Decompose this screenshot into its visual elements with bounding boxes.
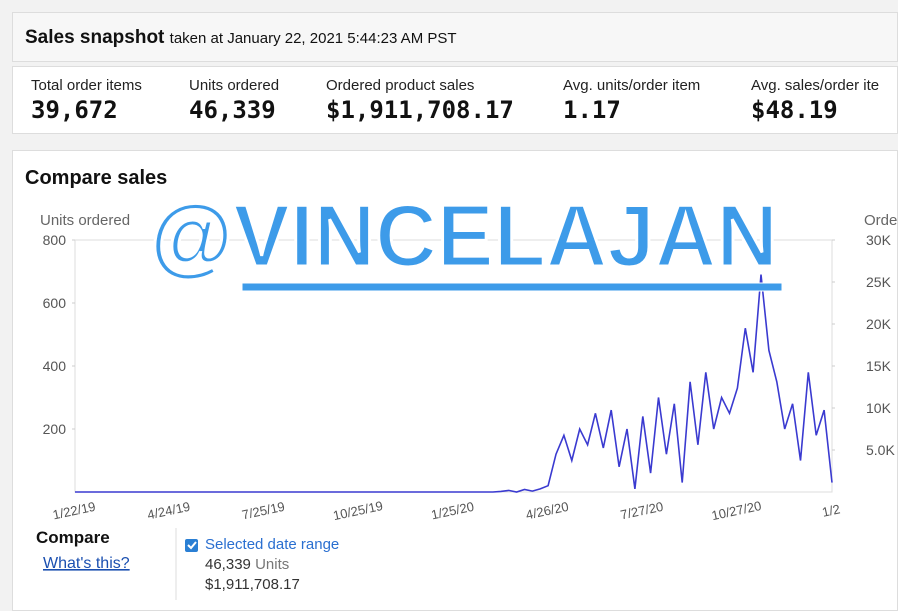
- snapshot-title: Sales snapshot taken at January 22, 2021…: [25, 27, 457, 49]
- watermark-underline: [241, 282, 783, 292]
- x-tick-label: 1/2: [821, 501, 842, 519]
- plot-area: [74, 239, 833, 493]
- watermark: @VINCELAJAN: [150, 186, 778, 285]
- metric-label: Units ordered: [189, 77, 280, 94]
- y2-tick-label: 5.0K: [866, 442, 895, 458]
- x-tick-label: 4/26/20: [524, 499, 570, 523]
- series-line: [75, 274, 833, 493]
- x-tick-label: 7/27/20: [619, 499, 665, 523]
- checkbox[interactable]: [185, 539, 198, 552]
- metrics: Total order items 39,672 Units ordered 46,3…: [12, 66, 898, 134]
- units-value: 46,339: [205, 556, 251, 573]
- units-word: Units: [255, 556, 289, 573]
- title: Sales snapshot: [25, 27, 165, 48]
- metric-label: Ordered product sales: [326, 77, 475, 94]
- x-tick-label: 10/25/19: [332, 498, 385, 523]
- y-axis-label: Units ordered: [40, 212, 130, 229]
- compare-title: Compare sales: [25, 167, 167, 189]
- y2-tick-label: 10K: [866, 400, 892, 416]
- metric-label: Total order items: [31, 77, 142, 94]
- metric: Total order items 39,672: [31, 77, 142, 124]
- metric: Units ordered 46,339: [189, 77, 279, 124]
- metric-label: Avg. sales/order ite: [751, 77, 880, 94]
- metric: Ordered product sales $1,911,708.17: [326, 77, 514, 124]
- y2-tick-label: 15K: [866, 358, 892, 374]
- range-sales: $1,911,708.17: [205, 576, 300, 593]
- checkmark: [187, 541, 197, 550]
- y2-axis-label: Orde: [864, 212, 897, 229]
- range-units: 46,339 Units: [205, 556, 289, 573]
- subtitle: taken at January 22, 2021 5:44:23 AM PST: [169, 30, 457, 47]
- x-tick-label: 10/27/20: [710, 498, 763, 523]
- y-tick-label: 400: [43, 358, 67, 374]
- metric-value: $1,911,708.17: [326, 96, 514, 124]
- metric-value: 1.17: [563, 96, 621, 124]
- y2-tick-label: 25K: [866, 274, 892, 290]
- metric-value: $48.19: [751, 96, 838, 124]
- y-tick-label: 600: [43, 295, 67, 311]
- compare-legend-title: Compare: [36, 528, 110, 547]
- x-tick-label: 1/22/19: [51, 499, 97, 523]
- metric-value: 39,672: [31, 96, 118, 124]
- range-label: Selected date range: [205, 536, 339, 553]
- snapshot-header: Sales snapshot taken at January 22, 2021…: [12, 12, 898, 62]
- help-link[interactable]: What's this?: [43, 555, 130, 572]
- metric: Avg. units/order item 1.17: [563, 77, 700, 124]
- y-tick-label: 200: [43, 421, 67, 437]
- metric: Avg. sales/order ite $48.19: [751, 77, 879, 124]
- x-tick-label: 7/25/19: [241, 499, 287, 523]
- y2-tick-label: 20K: [866, 316, 892, 332]
- x-tick-label: 1/25/20: [430, 499, 476, 523]
- metric-value: 46,339: [189, 96, 276, 124]
- metric-label: Avg. units/order item: [563, 77, 701, 94]
- y2-tick-label: 30K: [866, 232, 892, 248]
- y-tick-label: 800: [43, 232, 67, 248]
- x-tick-label: 4/24/19: [146, 499, 192, 523]
